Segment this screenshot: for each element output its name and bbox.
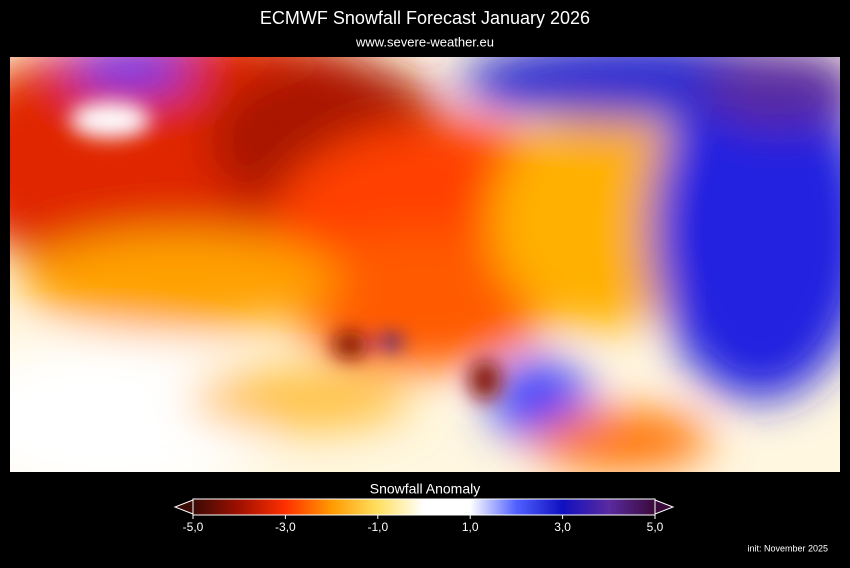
legend-title: Snowfall Anomaly [370, 481, 481, 497]
colorbar-tick-label: -5,0 [183, 520, 204, 534]
subtitle: www.severe-weather.eu [355, 34, 494, 49]
colorbar-ticks: -5,0 -3,0 -1,0 1,0 3,0 5,0 [183, 515, 664, 534]
colorbar-tick-label: 1,0 [462, 520, 479, 534]
colorbar [192, 498, 656, 516]
colorbar-tick-label: -1,0 [367, 520, 388, 534]
init-note: init: November 2025 [747, 543, 828, 553]
colorbar-tick-label: 3,0 [554, 520, 571, 534]
title: ECMWF Snowfall Forecast January 2026 [260, 8, 590, 28]
colorbar-tick-label: -3,0 [275, 520, 296, 534]
map [10, 57, 840, 472]
colorbar-tick-label: 5,0 [647, 520, 664, 534]
